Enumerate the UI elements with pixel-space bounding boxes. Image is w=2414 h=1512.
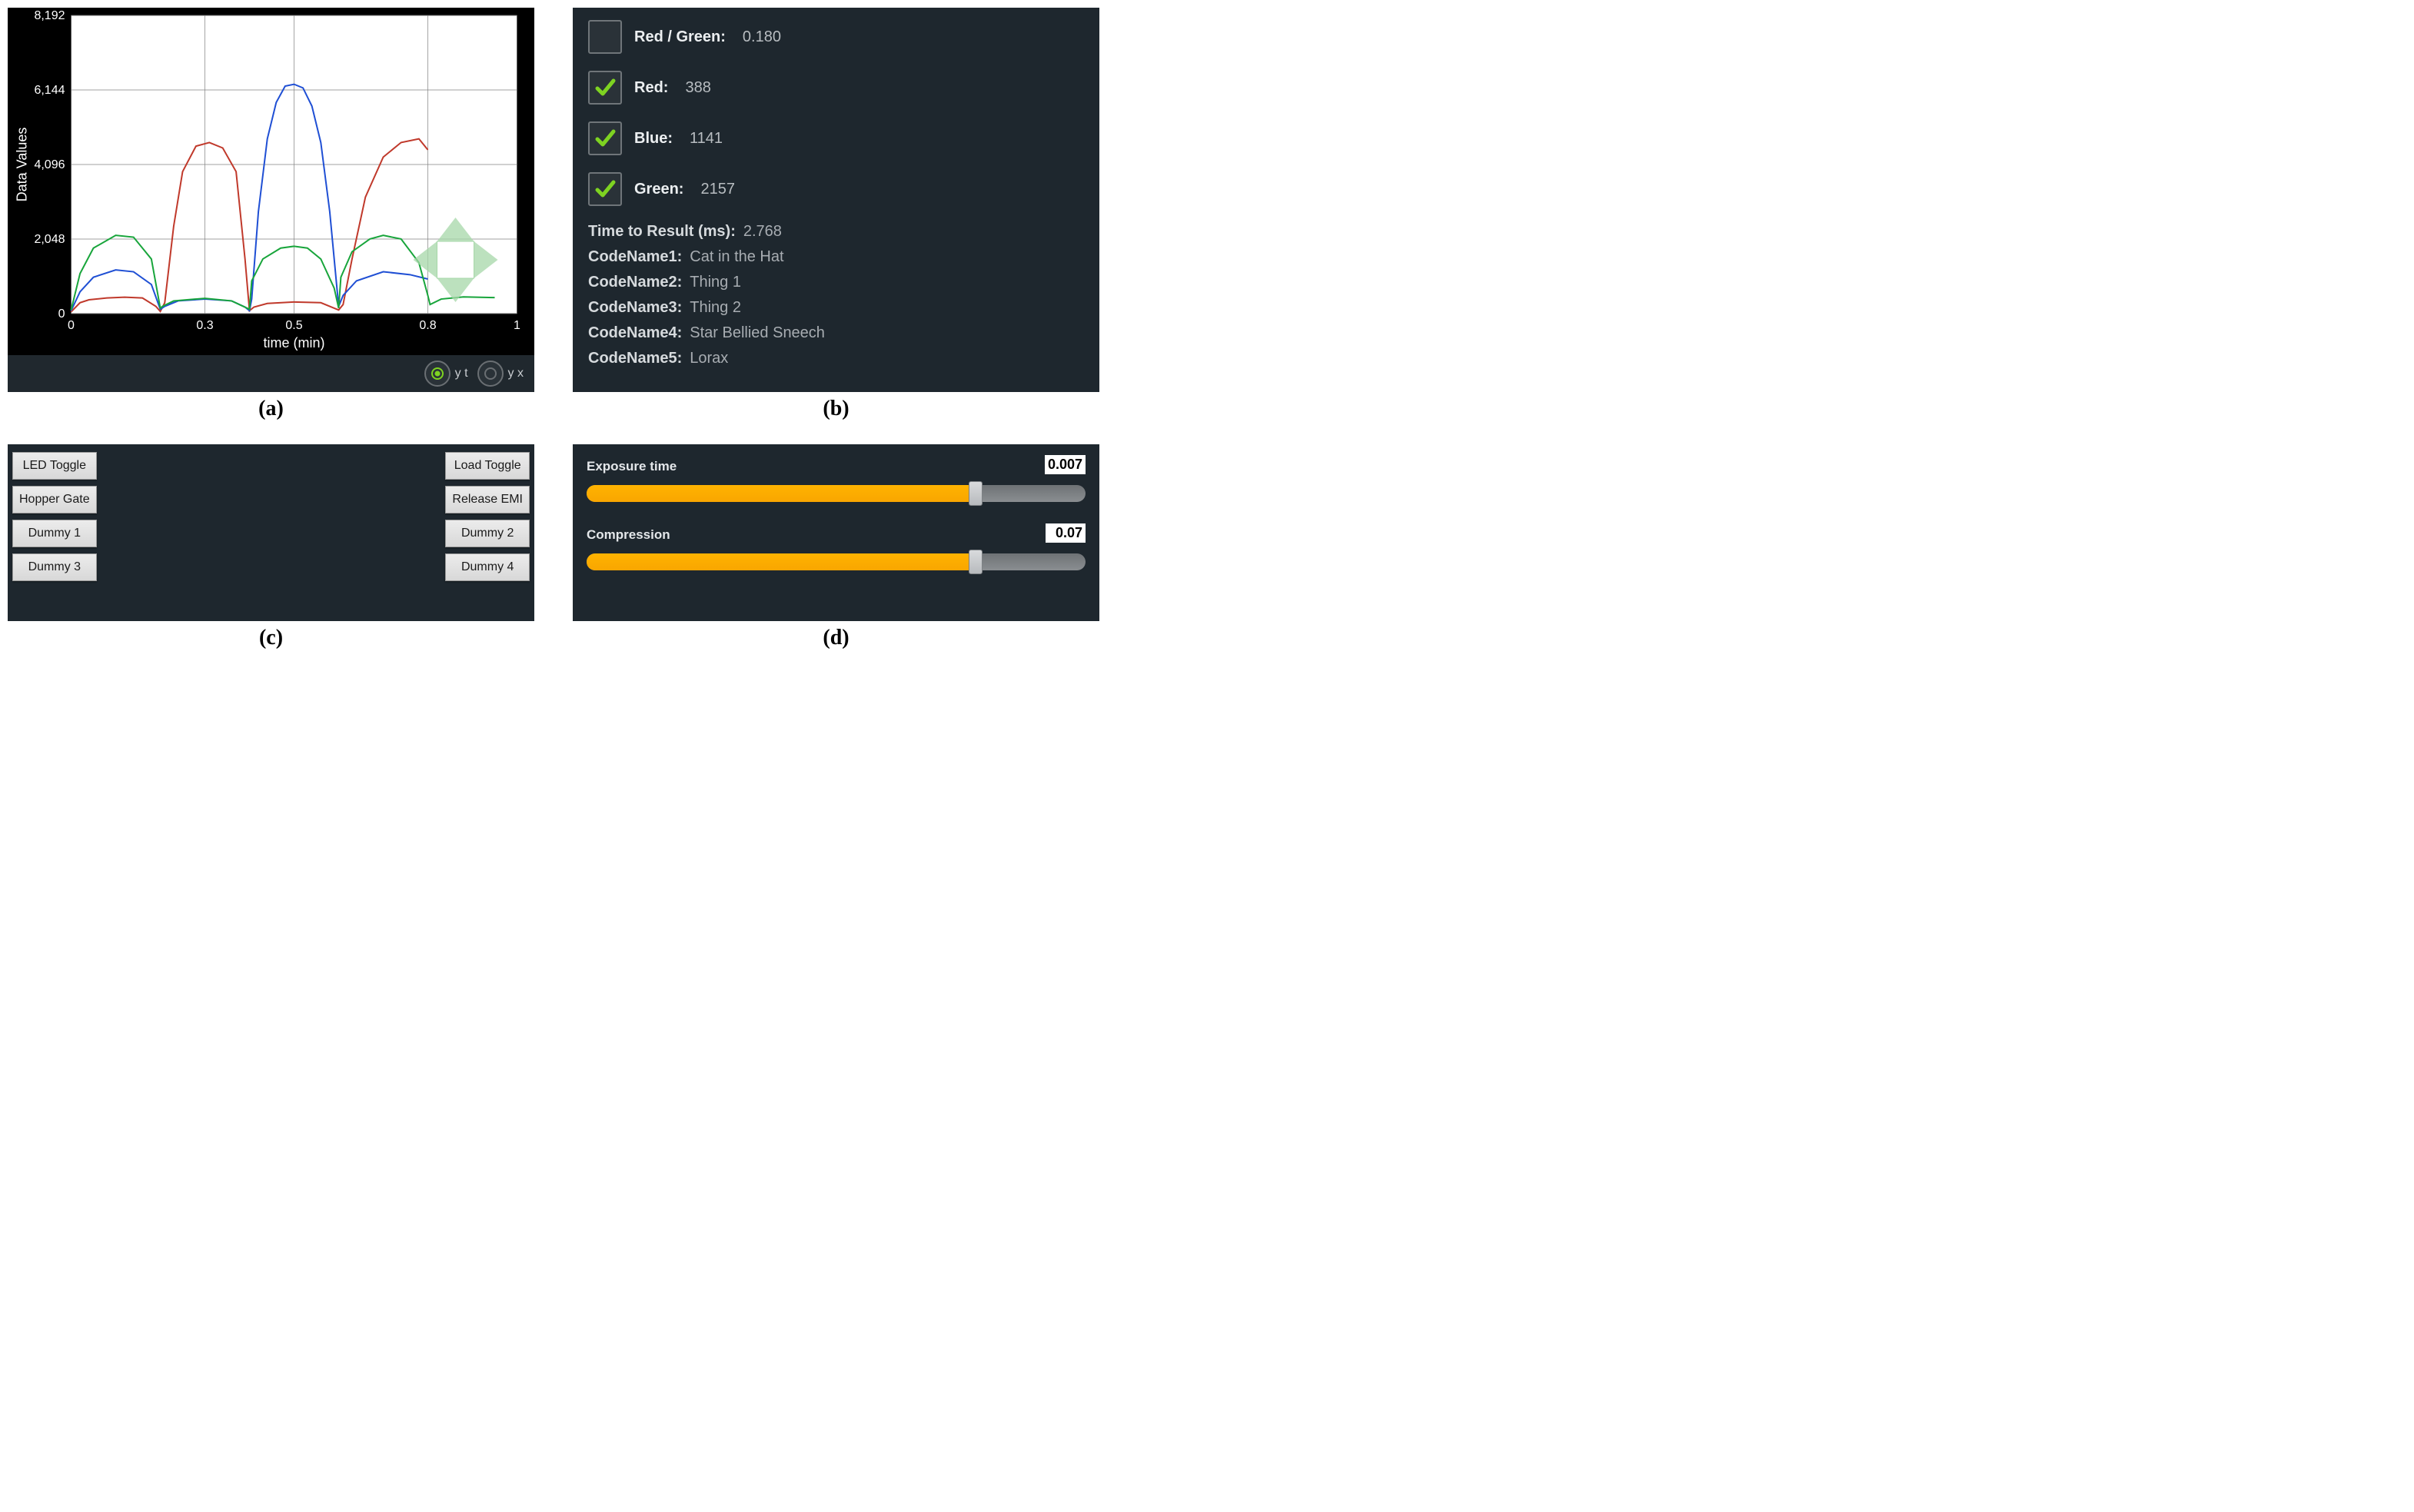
right-button-3[interactable]: Dummy 4 (445, 553, 530, 581)
meta-key: CodeName5: (588, 350, 682, 367)
caption-d: (d) (823, 626, 849, 650)
channel-value: 1141 (690, 130, 723, 148)
channel-label: Green: (634, 181, 683, 198)
slider-label-compression: Compression (587, 527, 670, 543)
caption-a: (a) (258, 397, 284, 421)
caption-c: (c) (259, 626, 283, 650)
meta-key: CodeName4: (588, 324, 682, 342)
channel-value: 388 (685, 79, 710, 97)
chart-mode-toolbar: y t y x (8, 355, 534, 392)
slider-compression: Compression 0.07 (587, 523, 1086, 572)
yx-mode-label: y x (508, 367, 524, 380)
slider-track-compression[interactable] (587, 552, 1086, 572)
channel-checkbox-0[interactable] (588, 20, 622, 54)
meta-row-2: CodeName2: Thing 1 (588, 274, 1084, 291)
caption-b: (b) (823, 397, 849, 421)
svg-text:2,048: 2,048 (34, 233, 65, 246)
channel-row-3: Green: 2157 (588, 172, 1084, 206)
svg-text:0.5: 0.5 (285, 319, 302, 332)
svg-text:0.8: 0.8 (419, 319, 436, 332)
channel-value: 2157 (700, 181, 735, 198)
channel-checkbox-3[interactable] (588, 172, 622, 206)
values-panel: Red / Green: 0.180 Red: 388 Blue: 1141 Green: 2… (573, 8, 1099, 392)
svg-text:1: 1 (514, 319, 520, 332)
slider-readout-compression: 0.07 (1046, 523, 1086, 543)
channel-checkbox-1[interactable] (588, 71, 622, 105)
pan-center-icon[interactable] (437, 241, 474, 278)
slider-label-exposure: Exposure time (587, 459, 677, 474)
slider-exposure: Exposure time 0.007 (587, 455, 1086, 503)
svg-text:time (min): time (min) (264, 335, 325, 351)
meta-row-5: CodeName5: Lorax (588, 350, 1084, 367)
left-button-2[interactable]: Dummy 1 (12, 520, 97, 547)
meta-row-1: CodeName1: Cat in the Hat (588, 248, 1084, 266)
left-button-1[interactable]: Hopper Gate (12, 486, 97, 513)
channel-checkbox-2[interactable] (588, 121, 622, 155)
sliders-panel: Exposure time 0.007 Compression 0.07 (573, 444, 1099, 621)
channel-label: Blue: (634, 130, 673, 148)
right-button-0[interactable]: Load Toggle (445, 452, 530, 480)
left-button-3[interactable]: Dummy 3 (12, 553, 97, 581)
meta-value: Lorax (690, 350, 728, 367)
left-button-0[interactable]: LED Toggle (12, 452, 97, 480)
yt-mode-label: y t (455, 367, 468, 380)
meta-value: Thing 2 (690, 299, 741, 317)
svg-text:0: 0 (68, 319, 75, 332)
channel-label: Red: (634, 79, 668, 97)
meta-key: CodeName1: (588, 248, 682, 266)
slider-readout-exposure: 0.007 (1045, 455, 1086, 474)
channel-label: Red / Green: (634, 28, 726, 46)
meta-value: Thing 1 (690, 274, 741, 291)
svg-text:0.3: 0.3 (196, 319, 213, 332)
channel-row-1: Red: 388 (588, 71, 1084, 105)
right-button-2[interactable]: Dummy 2 (445, 520, 530, 547)
meta-value: 2.768 (743, 223, 782, 241)
chart-area: 0 0.3 0.5 0.8 1 0 2,048 4,096 6,144 8,192 time (mi… (8, 8, 534, 355)
meta-row-4: CodeName4: Star Bellied Sneech (588, 324, 1084, 342)
slider-track-exposure[interactable] (587, 484, 1086, 503)
meta-value: Cat in the Hat (690, 248, 783, 266)
channel-row-2: Blue: 1141 (588, 121, 1084, 155)
meta-key: Time to Result (ms): (588, 223, 736, 241)
svg-text:6,144: 6,144 (34, 84, 65, 97)
chart-panel: 0 0.3 0.5 0.8 1 0 2,048 4,096 6,144 8,192 time (mi… (8, 8, 534, 392)
svg-text:4,096: 4,096 (34, 158, 65, 171)
channel-value: 0.180 (743, 28, 781, 46)
svg-text:0: 0 (58, 307, 65, 321)
svg-text:8,192: 8,192 (34, 9, 65, 22)
right-button-1[interactable]: Release EMI (445, 486, 530, 513)
meta-row-3: CodeName3: Thing 2 (588, 299, 1084, 317)
svg-text:Data Values: Data Values (15, 128, 30, 202)
meta-key: CodeName2: (588, 274, 682, 291)
channel-row-0: Red / Green: 0.180 (588, 20, 1084, 54)
meta-row-0: Time to Result (ms): 2.768 (588, 223, 1084, 241)
yt-mode-radio[interactable] (424, 361, 451, 387)
controls-panel: LED Toggle Hopper Gate Dummy 1 Dummy 3 Load… (8, 444, 534, 621)
meta-key: CodeName3: (588, 299, 682, 317)
yx-mode-radio[interactable] (477, 361, 504, 387)
meta-value: Star Bellied Sneech (690, 324, 825, 342)
slider-thumb-exposure[interactable] (969, 481, 983, 506)
line-chart: 0 0.3 0.5 0.8 1 0 2,048 4,096 6,144 8,192 time (mi… (8, 8, 534, 355)
slider-thumb-compression[interactable] (969, 550, 983, 574)
